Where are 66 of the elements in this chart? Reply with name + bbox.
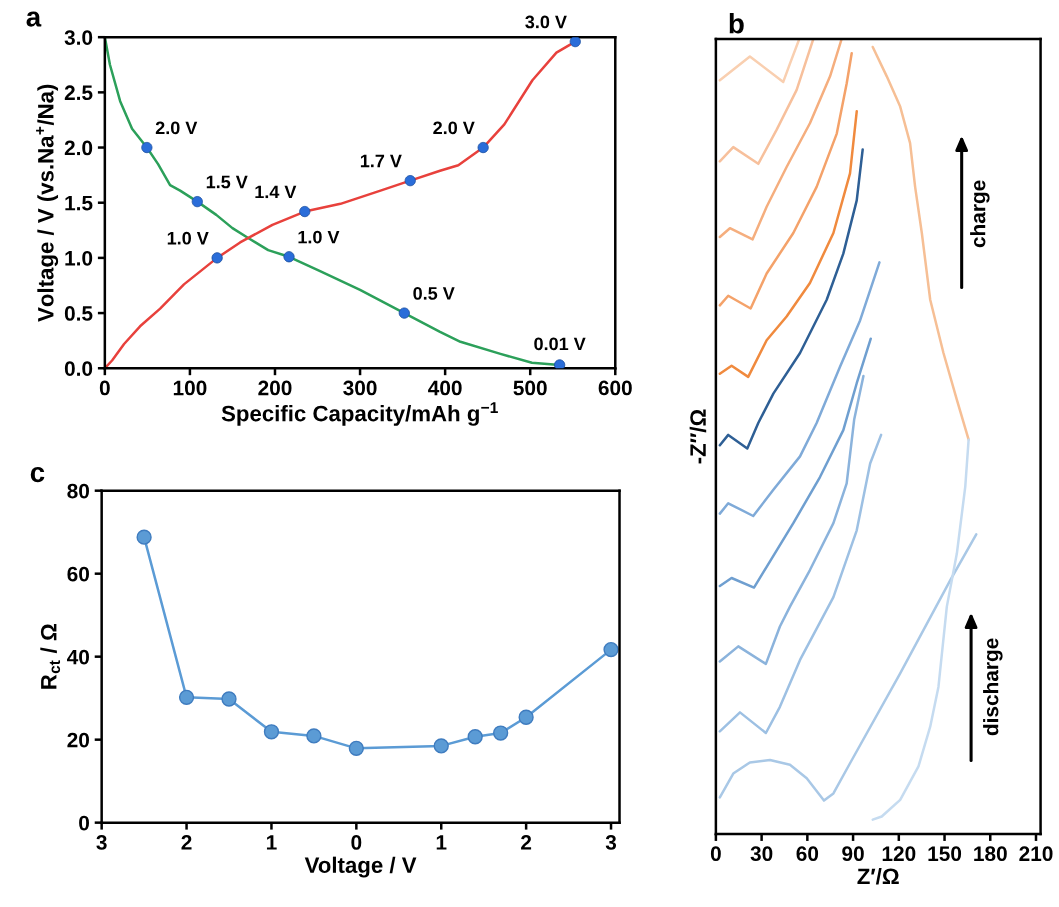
- annotation: 1.0 V: [298, 230, 340, 244]
- y-tick-label: 1.5: [65, 195, 93, 211]
- x-tick-label: 500: [513, 380, 547, 396]
- annotation: 0.5 V: [413, 286, 455, 300]
- y-tick-label: 20: [67, 732, 90, 748]
- point: [518, 709, 534, 725]
- chart-title: a: [26, 11, 42, 27]
- x-tick-label: 3: [96, 835, 107, 850]
- y-tick-label: 3.0: [64, 30, 93, 45]
- x-tick-label: 1: [266, 835, 277, 850]
- x-tick-label: 0: [710, 846, 721, 862]
- y-tick-label: 2.0: [64, 140, 93, 156]
- x-tick-label: 0: [99, 380, 110, 396]
- annotation: 1.5 V: [206, 175, 248, 189]
- x-tick-label: 0: [351, 835, 362, 850]
- x-tick-label: 200: [258, 380, 292, 396]
- x-axis-title: Specific Capacity/mAh g$^{−1}$: [221, 402, 498, 426]
- point: [603, 641, 619, 658]
- y-axis-title: -Z″/Ω: [689, 409, 707, 464]
- annotation: 1.4 V: [255, 185, 297, 199]
- chart-title: b: [729, 13, 744, 34]
- point: [348, 740, 364, 757]
- x-axis-title: Z′/Ω: [857, 867, 899, 885]
- x-tick-label: 400: [428, 380, 462, 396]
- x-tick-label: 90: [842, 846, 864, 862]
- x-tick-label: 120: [882, 846, 916, 862]
- y-tick-label: 60: [67, 566, 90, 582]
- x-tick-label: 1: [436, 835, 447, 850]
- x-tick-label: 2: [181, 835, 192, 850]
- y-tick-label: 0.5: [64, 306, 93, 321]
- y-tick-label: 0.0: [64, 361, 93, 376]
- point: [306, 728, 322, 744]
- x-tick-label: 3: [605, 835, 617, 850]
- x-tick-label: 210: [1019, 846, 1053, 862]
- x-tick-label: 150: [928, 846, 962, 862]
- annotation: 3.0 V: [525, 15, 567, 29]
- point: [221, 691, 237, 707]
- x-tick-label: 30: [750, 846, 773, 862]
- point: [263, 724, 280, 740]
- x-tick-label: 600: [598, 380, 632, 396]
- point: [136, 529, 152, 545]
- y-tick-label: 0: [79, 815, 90, 831]
- x-tick-label: 100: [173, 380, 207, 396]
- annotation: 1.0 V: [167, 231, 209, 245]
- point: [178, 689, 195, 705]
- y-axis-title: R$_{ct}$ / Ω: [40, 624, 61, 689]
- y-tick-label: 2.5: [64, 85, 93, 101]
- annotation: charge: [970, 180, 990, 248]
- annotation: 2.0 V: [433, 121, 475, 135]
- x-tick-label: 60: [796, 846, 819, 862]
- annotation: 0.01 V: [534, 337, 586, 351]
- annotation: discharge: [983, 638, 1003, 736]
- x-tick-label: 300: [343, 380, 377, 396]
- x-tick-label: 180: [974, 846, 1007, 862]
- y-axis-title: Voltage / V (vs.Na$^{+}$/Na): [36, 84, 59, 322]
- x-axis-title: Voltage / V: [304, 856, 417, 878]
- y-tick-label: 80: [67, 483, 90, 499]
- chart-title: c: [30, 466, 45, 483]
- x-tick-label: 2: [521, 835, 532, 850]
- y-tick-label: 1.0: [65, 250, 93, 266]
- annotation: 1.7 V: [360, 154, 402, 168]
- y-tick-label: 40: [67, 649, 90, 665]
- point: [467, 729, 483, 745]
- point: [493, 725, 509, 741]
- point: [433, 738, 449, 754]
- annotation: 2.0 V: [155, 121, 198, 135]
